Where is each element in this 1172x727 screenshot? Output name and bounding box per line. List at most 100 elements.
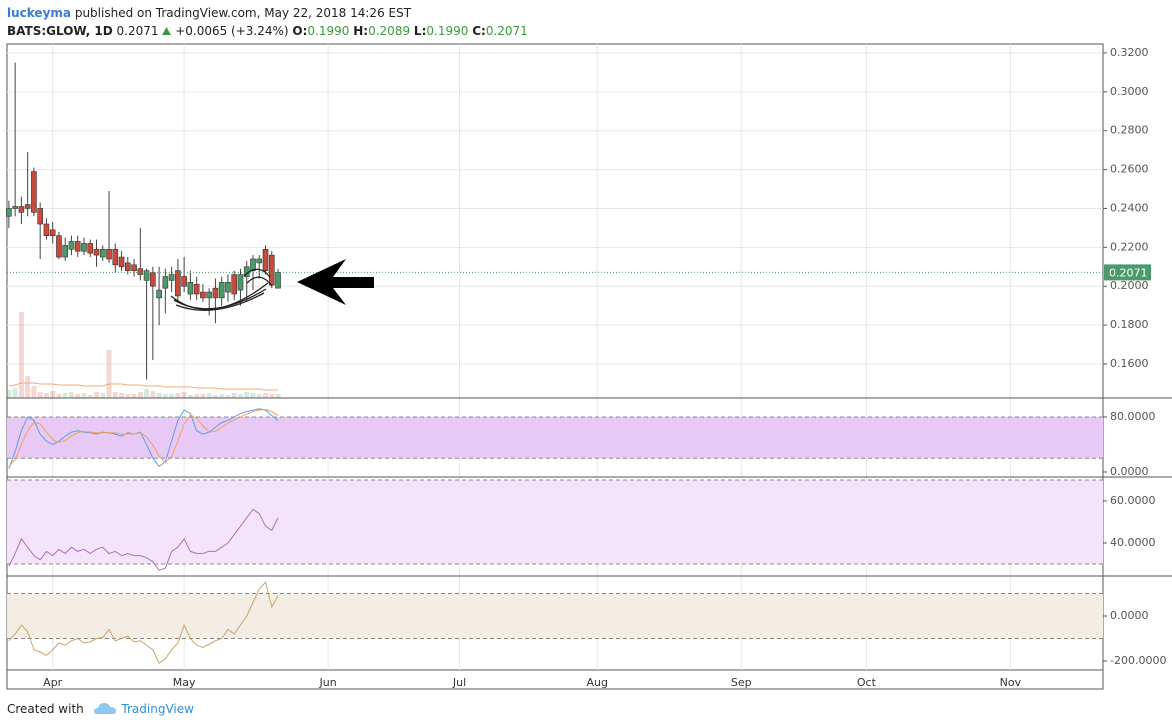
y-tick-label: 80.0000 [1110, 410, 1156, 423]
change: +0.0065 (+3.24%) [175, 24, 289, 38]
header: luckeyma published on TradingView.com, M… [7, 4, 528, 40]
y-tick-label: 0.2800 [1110, 124, 1149, 137]
volume-bar [144, 389, 150, 398]
volume-bar [87, 395, 93, 398]
open: 0.1990 [307, 24, 350, 38]
volume-bar [263, 393, 269, 398]
last-price-box [1104, 264, 1151, 281]
y-tick-label: 0.3000 [1110, 85, 1149, 98]
low: 0.1990 [426, 24, 469, 38]
x-tick-label: Nov [1000, 676, 1022, 689]
high-label: H: [353, 24, 369, 38]
frame [6, 43, 1104, 690]
volume-bar [212, 395, 218, 398]
high: 0.2089 [368, 24, 411, 38]
candle-body [93, 248, 100, 256]
volume-bar [94, 392, 100, 398]
candle-body [112, 248, 119, 266]
volume-bar [219, 394, 225, 398]
candle-body [256, 258, 263, 264]
candle-body [81, 243, 87, 252]
volume-bar [106, 350, 112, 398]
candle-body [56, 235, 62, 258]
candle-body [168, 274, 175, 281]
close-label: C: [472, 24, 486, 38]
candle-body [62, 245, 69, 258]
volume-bar [18, 312, 24, 398]
volume-bar [256, 394, 262, 398]
candle-body [237, 274, 244, 291]
candle-body [156, 289, 162, 299]
y-tick-label: 0.2400 [1110, 201, 1149, 214]
volume-bar [169, 394, 175, 398]
volume-bar [56, 394, 62, 398]
author[interactable]: luckeyma [7, 6, 71, 20]
volume-bar [175, 393, 181, 398]
x-tick-label: May [173, 676, 196, 689]
volume-bar [62, 393, 68, 398]
open-label: O: [292, 24, 308, 38]
candle-body [68, 241, 75, 250]
volume-bar [112, 392, 118, 398]
drawing-curve [173, 288, 267, 310]
candle-body [6, 208, 12, 217]
candle-body [206, 291, 212, 299]
candle-body [87, 243, 94, 254]
volume-bar [137, 392, 143, 398]
volume-bar [119, 393, 125, 398]
volume-bar [162, 394, 168, 398]
candle-body [212, 287, 219, 299]
candle-body [262, 248, 269, 271]
last-price-label: 0.2071 [1109, 266, 1148, 279]
y-tick-label: 0.0000 [1110, 609, 1149, 622]
volume-bar [244, 392, 250, 398]
y-tick-label: 0.1600 [1110, 357, 1149, 370]
y-tick-label: 0.1800 [1110, 318, 1149, 331]
drawing-curve [243, 268, 271, 278]
candle-body [137, 268, 144, 275]
volume-bar [131, 394, 137, 398]
candle-body [99, 248, 106, 258]
x-tick-label: Oct [857, 676, 877, 689]
published: published on TradingView.com, May 22, 20… [74, 6, 412, 20]
volume-bar [231, 393, 237, 398]
footer: Created with TradingView [7, 701, 194, 716]
logo-icon[interactable] [93, 701, 118, 715]
x-tick-label: Sep [731, 676, 752, 689]
band [7, 593, 1103, 639]
volume-bar [156, 393, 162, 398]
volume-bar [31, 386, 37, 398]
volume-bar [150, 391, 156, 398]
candle-body [175, 270, 181, 297]
candle-body [200, 291, 206, 299]
drawing-curve [246, 276, 273, 287]
y-tick-label: -200.0000 [1110, 654, 1166, 667]
band [7, 416, 1103, 459]
volume-bar [68, 392, 74, 398]
symbol: BATS:GLOW, 1D [7, 24, 113, 38]
candle-body [268, 254, 275, 286]
y-tick-label: 60.0000 [1110, 494, 1156, 507]
y-tick-label: 0.0000 [1110, 465, 1149, 478]
volume-bar [100, 393, 106, 398]
candle-body [187, 282, 194, 295]
candle-body [106, 248, 112, 260]
x-tick-label: Apr [43, 676, 63, 689]
candle-body [24, 204, 31, 209]
indicator-line [8, 408, 279, 467]
legend-line: BATS:GLOW, 1D 0.2071 +0.0065 (+3.24%) O:… [7, 22, 528, 40]
candle-body [218, 282, 225, 299]
brand[interactable]: TradingView [121, 702, 194, 716]
x-tick-label: Jul [452, 676, 466, 689]
candle-body [275, 272, 281, 289]
last: 0.2071 [116, 24, 159, 38]
candle-body [118, 256, 125, 268]
y-tick-label: 0.3200 [1110, 46, 1149, 59]
volume-bar [43, 393, 49, 398]
volume-bar [200, 394, 206, 398]
candle-body [18, 206, 25, 213]
volume-bar [275, 394, 281, 398]
candle-body [231, 274, 238, 295]
